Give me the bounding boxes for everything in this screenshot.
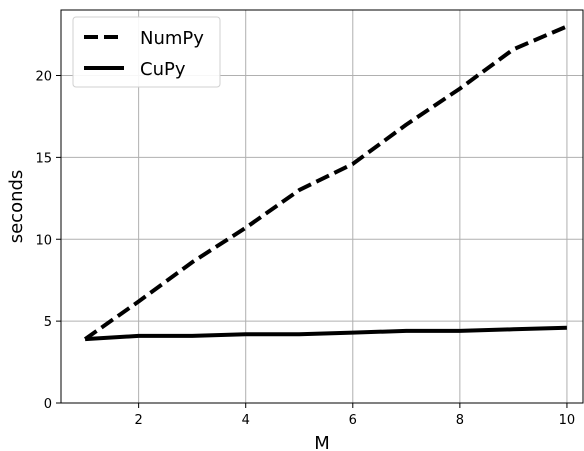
y-tick-label: 0 [44, 397, 52, 412]
x-tick-label: 6 [349, 413, 357, 428]
series-lines [83, 24, 568, 342]
legend-numpy-label: NumPy [140, 28, 204, 49]
x-axis-label: M [314, 433, 330, 451]
y-tick-label: 20 [35, 70, 52, 85]
x-tick-label: 10 [559, 413, 576, 428]
legend-cupy-label: CuPy [140, 59, 186, 80]
x-tick-label: 2 [134, 413, 142, 428]
plot-frame [60, 9, 584, 404]
series-line-numpy [83, 24, 568, 341]
legend: NumPy CuPy [72, 16, 221, 88]
y-tick-label: 5 [44, 315, 52, 330]
y-tick-label: 15 [35, 151, 52, 166]
x-tick-label: 8 [456, 413, 464, 428]
y-tick-label: 10 [35, 233, 52, 248]
series-line-cupy [84, 325, 567, 342]
axis-ticks: 2 4 6 8 10 0 5 10 15 20 [35, 70, 575, 429]
x-tick-label: 4 [242, 413, 250, 428]
y-axis-label: seconds [6, 170, 27, 244]
